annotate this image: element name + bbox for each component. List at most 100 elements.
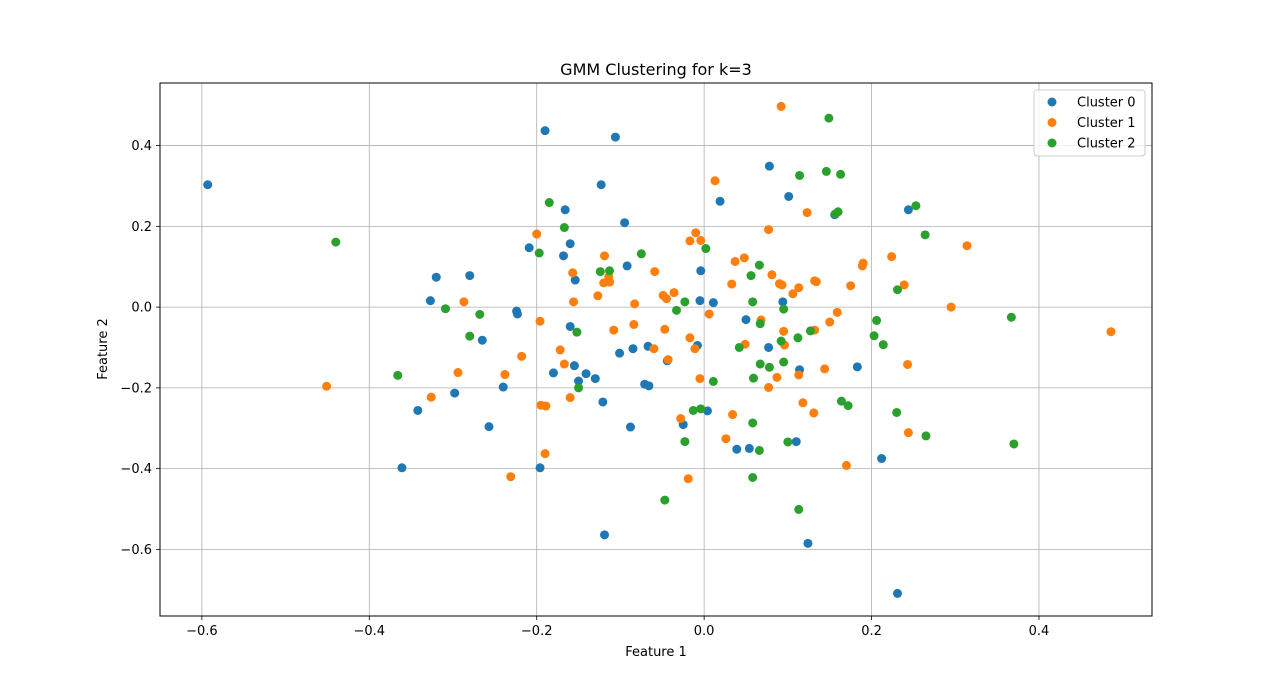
- scatter-point: [685, 333, 695, 343]
- scatter-point: [778, 297, 788, 307]
- legend-marker: [1047, 118, 1057, 127]
- scatter-point: [776, 336, 786, 346]
- scatter-point: [920, 230, 930, 240]
- scatter-point: [696, 235, 706, 245]
- scatter-point: [784, 191, 794, 201]
- scatter-point: [836, 169, 846, 179]
- scatter-point: [795, 170, 805, 180]
- scatter-point: [517, 351, 527, 361]
- scatter-point: [946, 302, 956, 312]
- scatter-point: [426, 392, 436, 402]
- series-1-points: [322, 101, 1116, 484]
- scatter-point: [754, 445, 764, 455]
- scatter-point: [331, 237, 341, 247]
- scatter-point: [741, 315, 751, 325]
- scatter-point: [625, 422, 635, 432]
- scatter-point: [777, 280, 787, 290]
- scatter-point: [475, 309, 485, 319]
- y-tick-label: −0.2: [120, 381, 152, 396]
- scatter-point: [767, 270, 777, 280]
- scatter-point: [695, 296, 705, 306]
- scatter-point: [465, 331, 475, 341]
- scatter-point: [779, 357, 789, 367]
- scatter-point: [708, 298, 718, 308]
- scatter-point: [704, 309, 714, 319]
- scatter-point: [569, 297, 579, 307]
- scatter-point: [739, 253, 749, 263]
- scatter-point: [688, 405, 698, 415]
- scatter-point: [921, 431, 931, 441]
- scatter-point: [1006, 312, 1016, 322]
- legend-marker: [1047, 97, 1057, 107]
- scatter-point: [696, 404, 706, 414]
- scatter-point: [596, 180, 606, 190]
- scatter-point: [1009, 439, 1019, 449]
- scatter-point: [749, 373, 759, 383]
- scatter-point: [852, 362, 862, 372]
- scatter-point: [821, 166, 831, 176]
- scatter-point: [548, 368, 558, 378]
- scatter-point: [803, 538, 813, 548]
- x-tick-label: 0.2: [861, 624, 882, 639]
- scatter-point: [555, 345, 565, 355]
- scatter-point: [708, 376, 718, 386]
- scatter-point: [691, 228, 701, 238]
- scatter-point: [887, 252, 897, 262]
- chart-title: GMM Clustering for k=3: [560, 60, 752, 79]
- scatter-point: [798, 398, 808, 408]
- scatter-point: [776, 101, 786, 111]
- x-tick-label: −0.6: [186, 624, 218, 639]
- series-0-points: [203, 126, 913, 598]
- scatter-point: [559, 223, 569, 233]
- scatter-point: [628, 344, 638, 354]
- scatter-point: [820, 364, 830, 374]
- scatter-point: [903, 359, 913, 369]
- scatter-point: [903, 428, 913, 438]
- scatter-point: [764, 161, 774, 171]
- y-tick-label: 0.0: [131, 301, 152, 316]
- scatter-point: [683, 474, 693, 484]
- scatter-point: [477, 335, 487, 345]
- scatter-point: [572, 327, 582, 337]
- scatter-point: [629, 319, 639, 329]
- scatter-point: [465, 271, 475, 281]
- legend-label: Cluster 1: [1077, 116, 1136, 131]
- scatter-point: [540, 449, 550, 459]
- scatter-point: [431, 272, 441, 282]
- scatter-point: [755, 319, 765, 329]
- scatter-point: [836, 396, 846, 406]
- scatter-point: [690, 344, 700, 354]
- scatter-point: [600, 251, 610, 261]
- scatter-point: [858, 258, 868, 268]
- series-2-points: [331, 113, 1019, 514]
- scatter-point: [680, 437, 690, 447]
- scatter-point: [911, 201, 921, 211]
- scatter-point: [764, 342, 774, 352]
- scatter-point: [559, 359, 569, 369]
- scatter-point: [650, 267, 660, 277]
- scatter-point: [794, 504, 804, 514]
- scatter-point: [772, 372, 782, 382]
- scatter-point: [565, 239, 575, 249]
- x-tick-label: −0.4: [353, 624, 385, 639]
- scatter-point: [794, 370, 804, 380]
- scatter-point: [560, 205, 570, 215]
- scatter-point: [534, 248, 544, 258]
- scatter-point: [710, 176, 720, 186]
- y-tick-label: 0.4: [131, 139, 152, 154]
- scatter-point: [615, 348, 625, 358]
- scatter-point: [593, 291, 603, 301]
- scatter-point: [734, 342, 744, 352]
- scatter-point: [610, 132, 620, 142]
- legend-box: [1033, 89, 1146, 157]
- scatter-point: [805, 326, 815, 336]
- scatter-point: [660, 324, 670, 334]
- scatter-point: [730, 256, 740, 266]
- scatter-point: [506, 472, 516, 482]
- scatter-point: [764, 225, 774, 235]
- scatter-point: [676, 414, 686, 424]
- scatter-point: [541, 401, 551, 411]
- scatter-point: [590, 374, 600, 384]
- scatter-point: [622, 261, 632, 271]
- scatter-point: [721, 434, 731, 444]
